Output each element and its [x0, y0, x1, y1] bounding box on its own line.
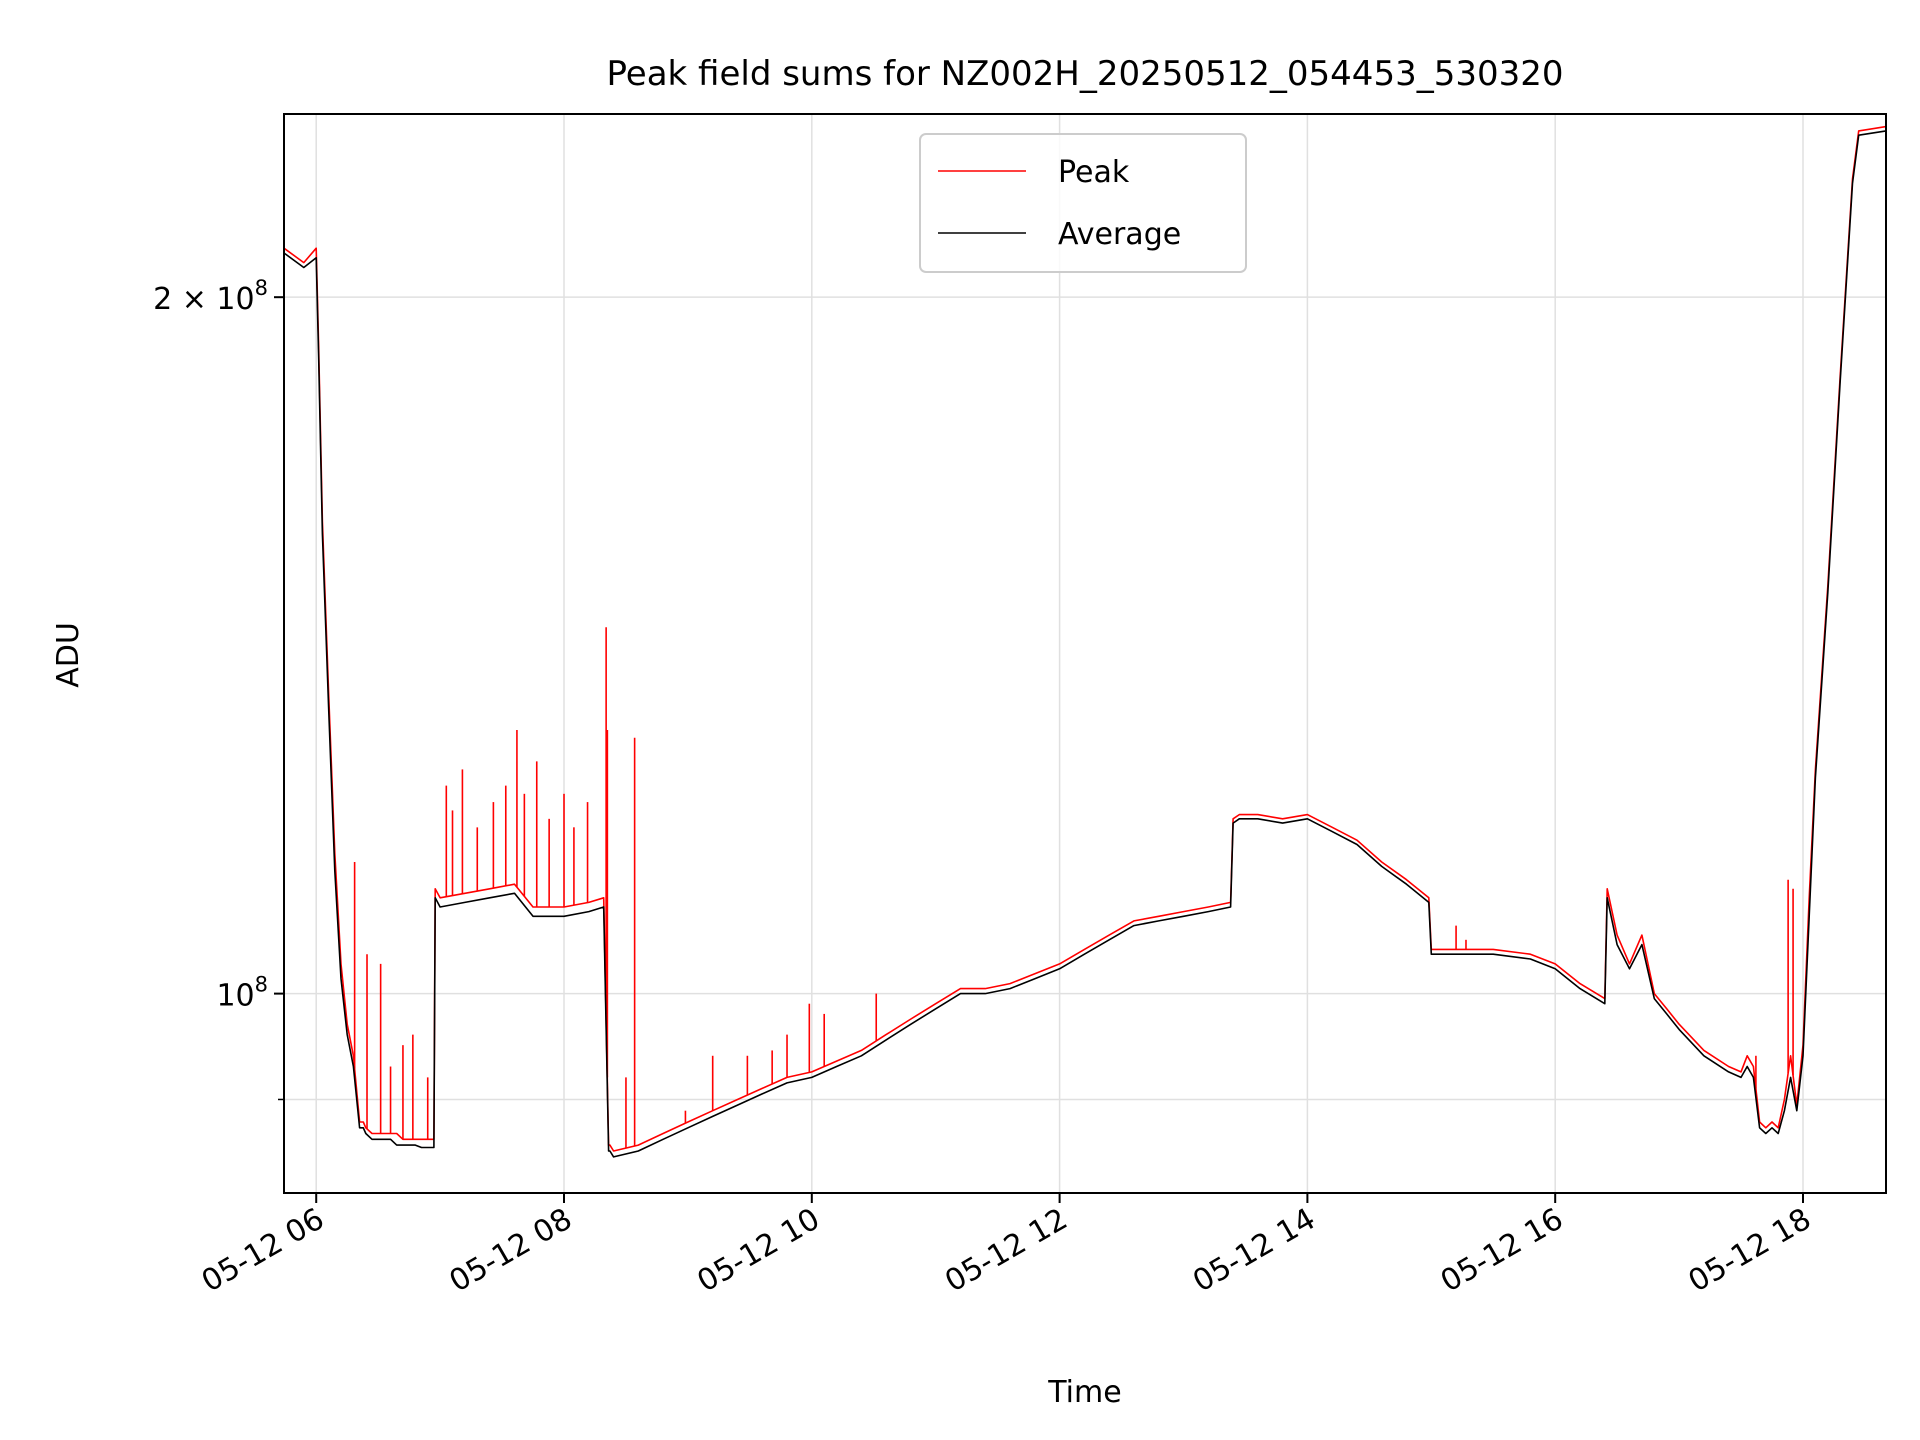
series-line-average	[283, 130, 1887, 1158]
series-line-peak	[283, 125, 1887, 1152]
chart-title: Peak field sums for NZ002H_20250512_0544…	[607, 54, 1564, 94]
legend-label-average: Average	[1058, 217, 1181, 252]
plot-lines	[283, 125, 1887, 1158]
x-axis-label: Time	[1047, 1375, 1121, 1410]
legend-label-peak: Peak	[1058, 155, 1130, 190]
legend-box	[919, 133, 1247, 273]
y-tick-label: 2 × 108	[153, 276, 268, 317]
legend: Peak Average	[919, 133, 1247, 273]
y-axis-label: ADU	[51, 622, 86, 688]
grid	[284, 114, 1886, 1193]
axes-frame	[283, 113, 1887, 1194]
